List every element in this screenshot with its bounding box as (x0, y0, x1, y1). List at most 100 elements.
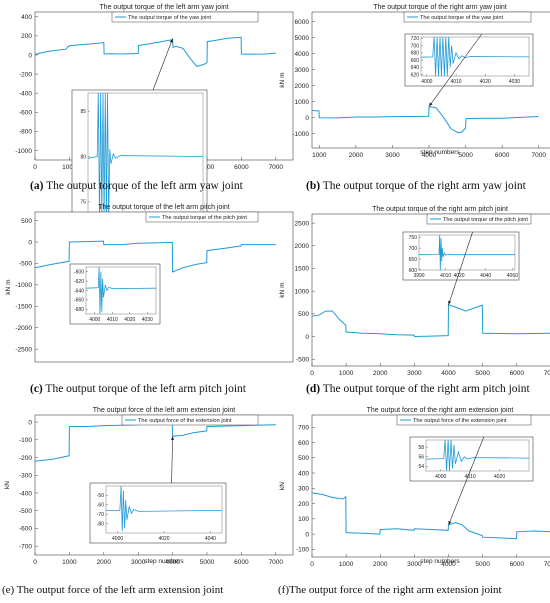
y-tick-label: 2500 (295, 220, 310, 227)
y-tick-label: 0 (305, 334, 309, 341)
inset-plot-area (425, 439, 530, 472)
y-tick-label: -100 (296, 547, 309, 554)
inset-arrow-head (448, 300, 452, 305)
y-tick-label: -600 (19, 110, 32, 117)
y-axis-label: kN m (279, 72, 286, 87)
y-tick-label: 1000 (295, 288, 310, 295)
series-line (34, 36, 276, 67)
inset-x-tick-label: 4010 (450, 79, 461, 85)
inset-series-line (87, 92, 204, 221)
x-tick-label: 2000 (373, 370, 388, 377)
inset-y-tick-label: 75 (80, 200, 86, 206)
y-tick-label: 500 (298, 311, 309, 318)
x-tick-label: 2000 (97, 559, 112, 566)
x-tick-label: 1000 (339, 561, 354, 568)
series-line (311, 106, 539, 134)
y-tick-label: 5000 (295, 35, 310, 42)
caption-a: (a) The output torque of the left arm ya… (30, 180, 243, 192)
y-tick-label: 2000 (295, 83, 310, 90)
x-tick-label: 5000 (200, 559, 215, 566)
legend-label: The output torque of the yaw joint (420, 15, 503, 21)
caption-a-letter: (a) (30, 180, 44, 192)
inset-y-tick-label: -660 (74, 298, 84, 304)
inset-x-tick-label: 4030 (142, 317, 153, 323)
x-tick-label: 5000 (458, 152, 473, 159)
inset-x-tick-label: 4020 (494, 474, 505, 480)
caption-e: (e) The output force of the left arm ext… (2, 584, 223, 596)
y-tick-label: -700 (19, 543, 32, 550)
inset-x-tick-label: 4020 (124, 317, 135, 323)
inset-x-tick-label: 4000 (421, 79, 432, 85)
inset-y-tick-label: -620 (74, 279, 84, 285)
x-tick-label: 4000 (165, 559, 180, 566)
inset-y-tick-label: -640 (74, 288, 84, 294)
legend-box (426, 213, 532, 225)
x-tick-label: 3000 (385, 152, 400, 159)
y-tick-label: 3000 (295, 67, 310, 74)
series-line (311, 304, 550, 338)
inset-x-tick-label: 4040 (205, 536, 216, 542)
x-tick-label: 1000 (339, 370, 354, 377)
x-tick-label: 0 (310, 561, 314, 568)
inset-arrow (448, 436, 485, 526)
inset-y-tick-label: -600 (74, 270, 84, 276)
caption-f: (f)The output force of the right arm ext… (278, 584, 502, 596)
x-tick-label: 7000 (544, 561, 550, 568)
caption-a-text: The output torque of the left arm yaw jo… (43, 180, 243, 192)
chart-svg-a: The output torque of the left arm yaw jo… (15, 4, 294, 231)
inset-series-line (425, 439, 530, 472)
y-tick-label: -2000 (15, 325, 32, 332)
inset-y-tick-label: -50 (97, 493, 104, 499)
chart-svg-f: The output force of the right arm extens… (279, 407, 550, 568)
caption-d-letter: (d) (306, 383, 321, 395)
caption-f-text: (f)The output force of the right arm ext… (278, 584, 502, 596)
caption-c-letter: (c) (30, 383, 43, 395)
caption-b: (b) The output torque of the right arm y… (306, 180, 526, 192)
x-tick-label: 0 (310, 370, 314, 377)
y-tick-label: 600 (298, 440, 309, 447)
inset-y-tick-label: -60 (97, 503, 104, 509)
chart-panel-a: The output torque of the left arm yaw jo… (0, 0, 294, 231)
inset-x-tick-label: 4020 (480, 79, 491, 85)
inset-arrow (152, 38, 173, 91)
y-tick-label: 0 (305, 115, 309, 122)
inset-y-tick-label: 700 (411, 43, 420, 49)
caption-d-text: The output torque of the right arm pitch… (320, 383, 530, 395)
chart-title: The output torque of the left arm yaw jo… (99, 4, 228, 11)
legend-box (145, 211, 259, 223)
inset-y-tick-label: 660 (411, 58, 420, 64)
x-tick-label: 2000 (349, 152, 364, 159)
inset-plot-area (85, 266, 157, 315)
legend-label: The output force of the extension joint (138, 418, 232, 424)
chart-panel-d: The output torque of the right arm pitch… (275, 200, 550, 400)
caption-c: (c) The output torque of the left arm pi… (30, 383, 246, 395)
y-tick-label: 500 (298, 455, 309, 462)
x-tick-label: 7000 (532, 152, 547, 159)
legend-box (396, 414, 532, 426)
caption-b-letter: (b) (306, 180, 321, 192)
inset-x-tick-label: 4010 (107, 317, 118, 323)
caption-b-text: The output torque of the right arm yaw j… (320, 180, 526, 192)
y-tick-label: 1000 (295, 99, 310, 106)
y-axis-label: kN m (5, 279, 12, 294)
legend-box (111, 11, 259, 23)
x-tick-label: 1000 (62, 164, 77, 171)
inset-series-line (420, 36, 530, 77)
y-tick-label: -300 (19, 473, 32, 480)
inset-arrow (171, 436, 173, 484)
inset-x-tick-label: 4040 (480, 273, 491, 279)
legend-label: The output torque of the yaw joint (128, 15, 211, 21)
y-tick-label: 2000 (295, 243, 310, 250)
chart-panel-c: The output torque of the left arm pitch … (0, 200, 294, 400)
y-tick-label: 400 (21, 14, 32, 21)
x-tick-label: 2000 (373, 561, 388, 568)
y-tick-label: 1500 (295, 266, 310, 273)
inset-plot-area (418, 234, 516, 271)
y-tick-label: 100 (298, 516, 309, 523)
inset-x-tick-label: 4000 (112, 536, 123, 542)
chart-svg-c: The output torque of the left arm pitch … (5, 204, 294, 363)
inset-arrow (448, 231, 473, 305)
x-tick-label: 0 (33, 559, 37, 566)
inset-y-tick-label: 85 (80, 109, 86, 115)
inset-y-tick-label: 650 (409, 257, 418, 263)
